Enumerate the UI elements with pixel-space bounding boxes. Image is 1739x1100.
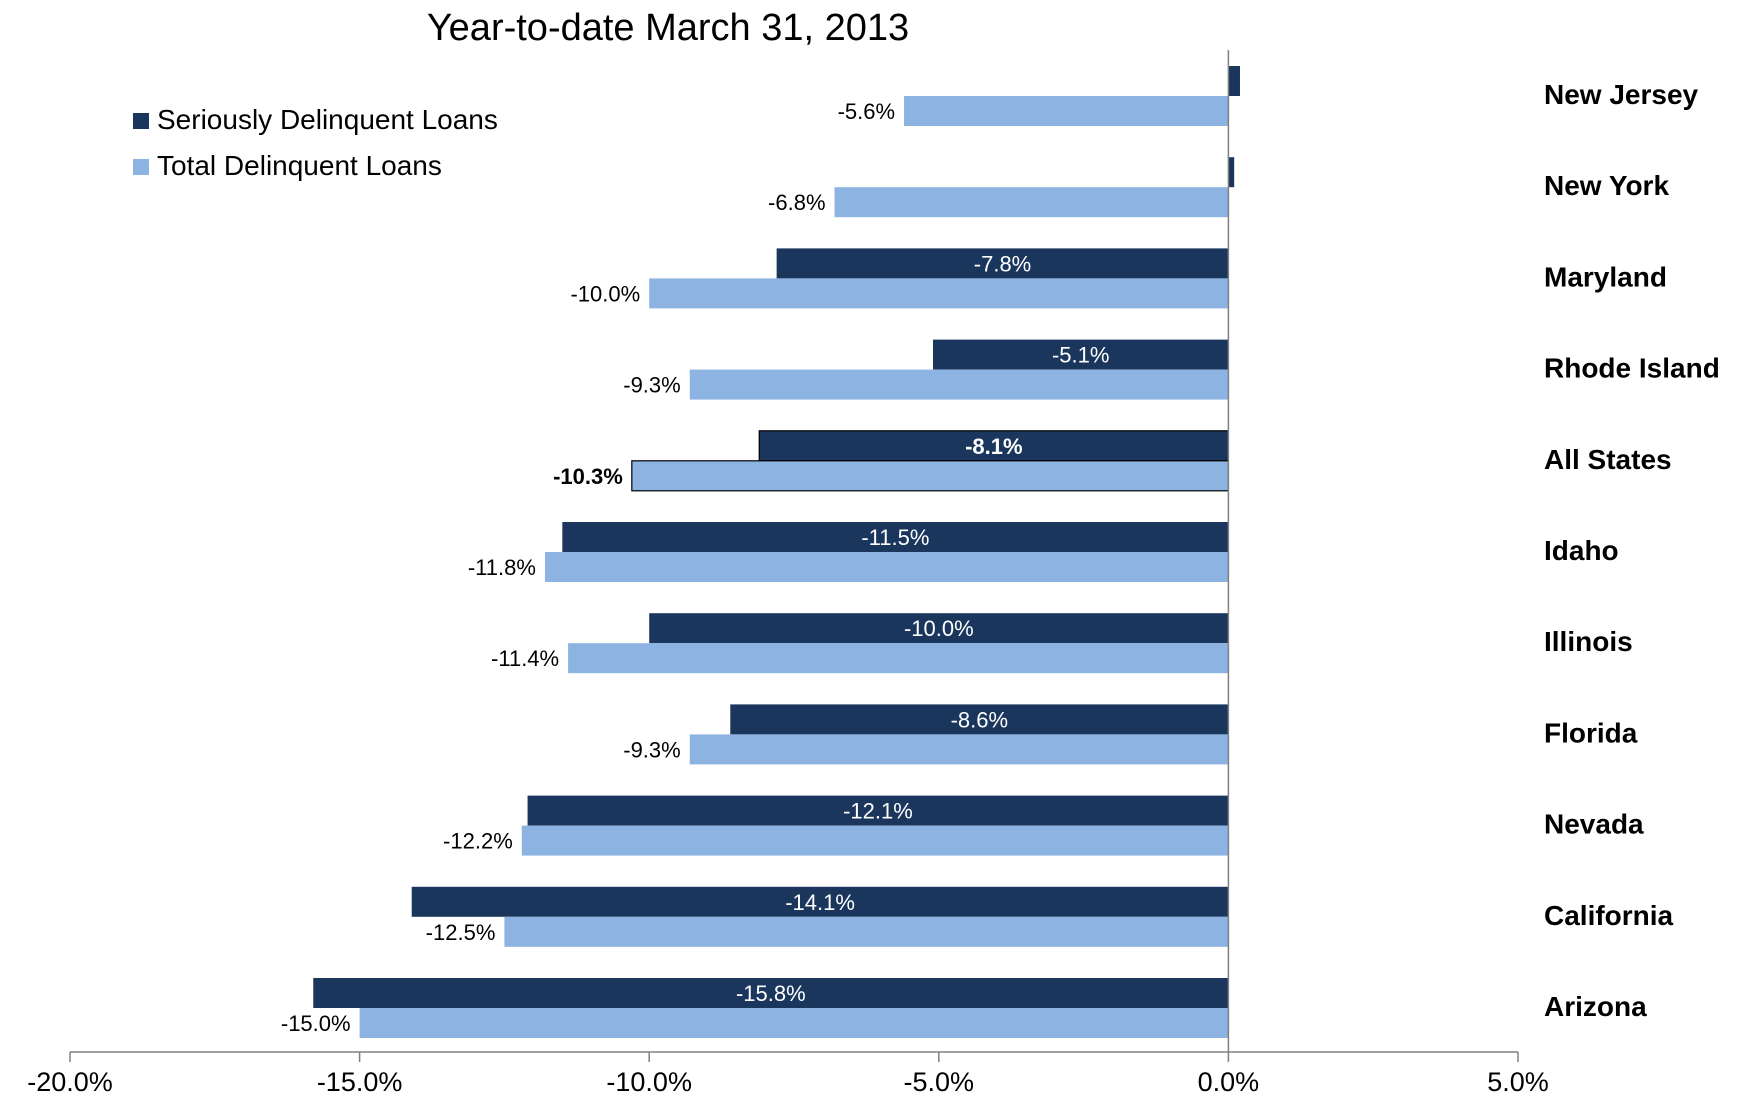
chart-title: Year-to-date March 31, 2013 [427, 7, 909, 49]
data-label: -11.5% [861, 525, 929, 550]
data-label: -10.3% [553, 464, 623, 489]
bar-total-delinquent [649, 278, 1229, 309]
data-label: -7.8% [974, 251, 1031, 276]
category-label: Illinois [1544, 626, 1633, 657]
x-tick-label: 5.0% [1487, 1067, 1549, 1097]
category-label: Nevada [1544, 809, 1644, 840]
bar-seriously-delinquent [649, 613, 1229, 644]
bar-seriously-delinquent [776, 248, 1229, 279]
data-label: -8.6% [951, 707, 1008, 732]
data-label: -12.1% [843, 799, 913, 824]
data-label: -9.3% [623, 373, 680, 398]
bar-total-delinquent [834, 187, 1229, 218]
category-label: Idaho [1544, 535, 1619, 566]
axes-group: -20.0% -15.0% -10.0% -5.0% 0.0% 5.0% [27, 50, 1549, 1097]
data-label: -11.4% [491, 646, 559, 671]
bar-seriously-delinquent [411, 886, 1229, 917]
data-label: -10.0% [904, 616, 974, 641]
category-label: New York [1544, 170, 1669, 201]
data-label: -8.1% [965, 434, 1022, 459]
bar-seriously-delinquent [1228, 157, 1235, 188]
legend-swatch-2 [133, 159, 149, 175]
bar-seriously-delinquent [313, 978, 1229, 1008]
bar-total-delinquent [568, 643, 1229, 674]
legend-swatch-1 [133, 113, 149, 129]
x-tick-label: -5.0% [904, 1067, 975, 1097]
bar-seriously-delinquent [562, 522, 1229, 552]
bar-total-delinquent [689, 734, 1229, 765]
bars-group: -5.6% -6.8% -7.8% -10.0% -5.1% -9.3% -8.1% -10.… [281, 66, 1240, 1038]
category-label: Arizona [1544, 991, 1647, 1022]
data-label: -11.8% [468, 555, 536, 580]
data-label: -12.2% [443, 829, 513, 854]
bar-seriously-delinquent [1228, 66, 1240, 96]
category-label: Rhode Island [1544, 353, 1720, 384]
bar-seriously-delinquent [527, 795, 1229, 826]
data-label: -5.1% [1052, 343, 1109, 368]
x-tick-label: -20.0% [27, 1067, 113, 1097]
bar-total-delinquent [359, 1008, 1229, 1038]
bar-total-delinquent [631, 460, 1229, 492]
category-labels: New Jersey New York Maryland Rhode Island Al… [1544, 79, 1720, 1022]
bar-total-delinquent [689, 369, 1229, 400]
bar-total-delinquent [504, 916, 1229, 947]
data-label: -5.6% [838, 99, 895, 124]
data-label: -15.0% [281, 1011, 351, 1036]
data-label: -6.8% [768, 190, 825, 215]
x-tick-label: 0.0% [1198, 1067, 1260, 1097]
legend-label-1: Seriously Delinquent Loans [157, 104, 498, 135]
data-label: -10.0% [570, 281, 640, 306]
bar-total-delinquent [904, 96, 1229, 126]
bar-seriously-delinquent [730, 704, 1229, 735]
data-label: -12.5% [426, 920, 496, 945]
legend-label-2: Total Delinquent Loans [157, 150, 442, 181]
category-label: Maryland [1544, 261, 1667, 292]
x-tick-label: -15.0% [317, 1067, 403, 1097]
data-label: -14.1% [785, 890, 855, 915]
bar-total-delinquent [521, 825, 1229, 856]
data-label: -15.8% [736, 981, 806, 1006]
bar-seriously-delinquent [933, 339, 1229, 370]
x-tick-label: -10.0% [606, 1067, 692, 1097]
category-label: All States [1544, 444, 1672, 475]
category-label: Florida [1544, 717, 1638, 748]
legend: Seriously Delinquent Loans Total Delinque… [133, 104, 498, 181]
category-label: New Jersey [1544, 79, 1699, 110]
category-label: California [1544, 900, 1674, 931]
data-label: -9.3% [623, 737, 680, 762]
bar-total-delinquent [544, 552, 1229, 582]
